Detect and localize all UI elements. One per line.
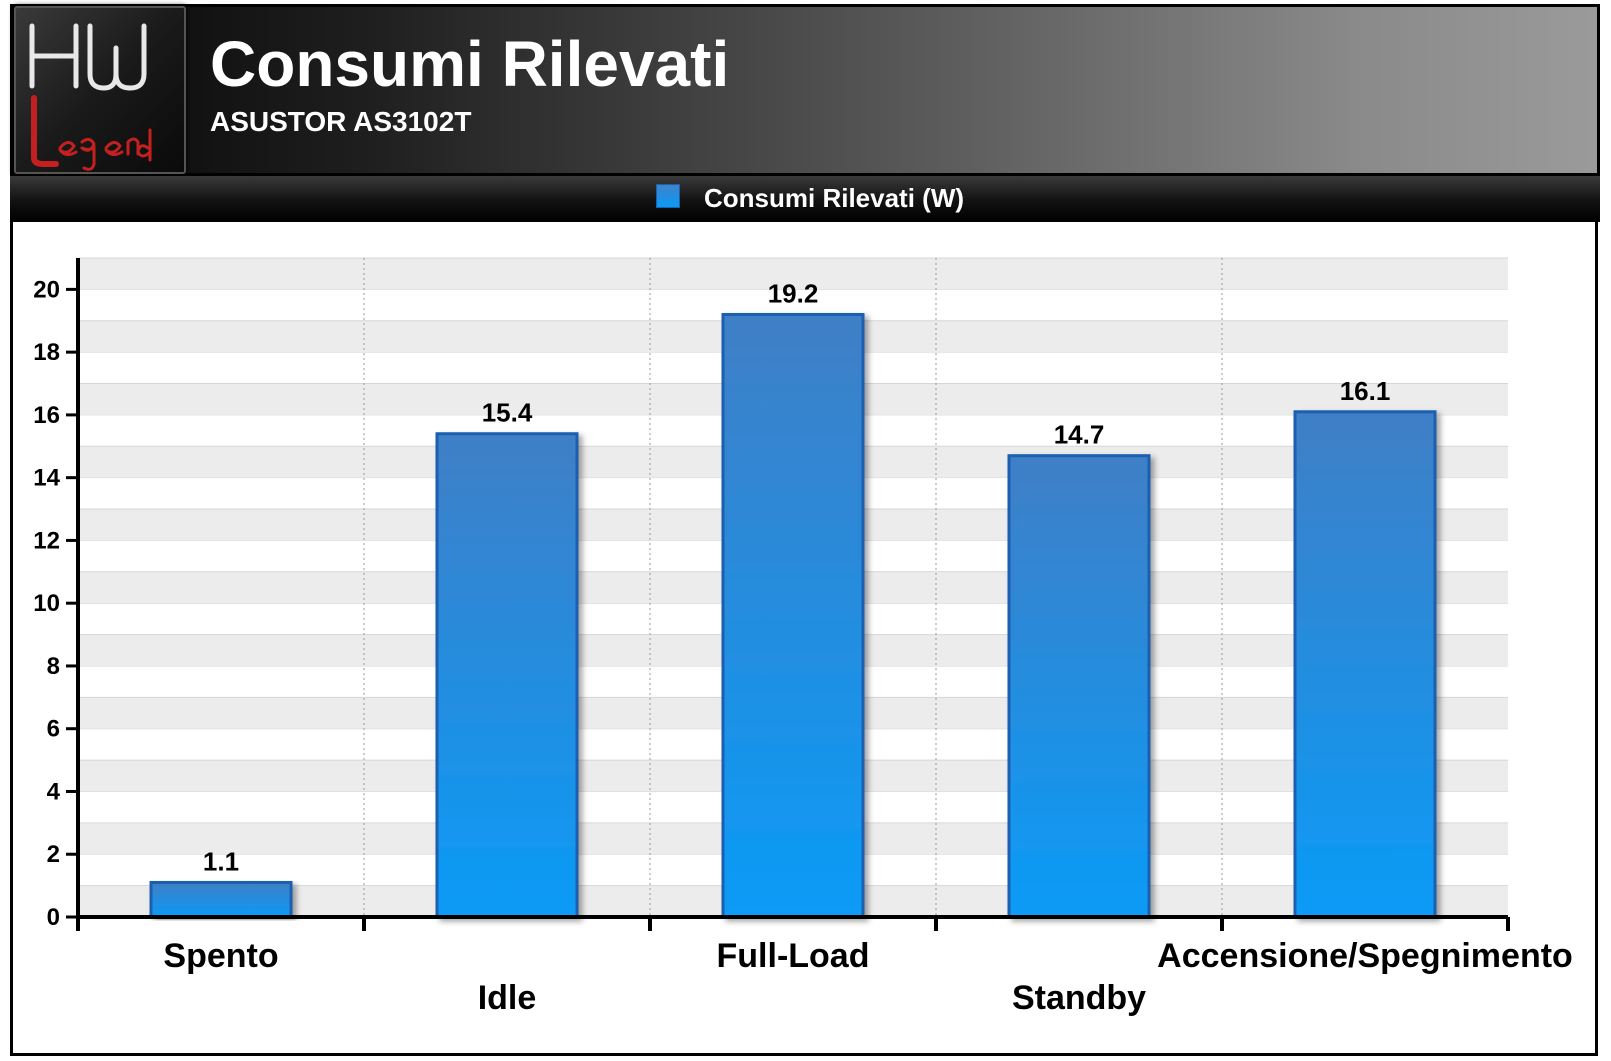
bars bbox=[149, 312, 1437, 919]
legend-swatch bbox=[656, 184, 680, 208]
y-tick-label: 16 bbox=[33, 402, 60, 429]
value-label: 1.1 bbox=[203, 846, 239, 876]
x-category-label: Accensione/Spegnimento bbox=[1157, 937, 1573, 975]
x-category-label: Standby bbox=[1012, 979, 1146, 1017]
chart-subtitle: ASUSTOR AS3102T bbox=[210, 106, 472, 137]
y-tick-label: 20 bbox=[33, 276, 60, 303]
legend-label: Consumi Rilevati (W) bbox=[704, 183, 965, 213]
hwlegend-logo bbox=[14, 6, 186, 174]
value-label: 19.2 bbox=[768, 278, 819, 308]
chart-header bbox=[10, 4, 1600, 176]
bar-spento bbox=[149, 880, 293, 919]
chart-title: Consumi Rilevati bbox=[210, 28, 730, 100]
y-tick-label: 0 bbox=[47, 904, 60, 931]
y-tick-label: 10 bbox=[33, 590, 60, 617]
bar-idle bbox=[435, 432, 579, 919]
bar-accensione-spegnimento bbox=[1293, 410, 1437, 919]
hwlegend-logo-icon bbox=[29, 23, 152, 171]
y-ticks: 0 2 4 6 8 10 12 14 16 18 20 bbox=[33, 276, 78, 931]
legend-bar bbox=[10, 176, 1600, 222]
y-tick-label: 8 bbox=[47, 653, 60, 680]
x-category-label: Spento bbox=[163, 937, 278, 975]
bar-full-load bbox=[721, 312, 865, 919]
grid-band bbox=[78, 258, 1508, 290]
axes bbox=[76, 258, 1510, 931]
x-category-label: Idle bbox=[478, 979, 537, 1017]
value-label: 16.1 bbox=[1340, 376, 1391, 406]
x-category-label: Full-Load bbox=[717, 937, 870, 975]
value-label: 14.7 bbox=[1054, 420, 1105, 450]
value-labels: 1.1 15.4 19.2 14.7 16.1 bbox=[203, 278, 1390, 876]
x-labels: Spento Idle Full-Load Standby Accensione/Spe… bbox=[163, 937, 1572, 1017]
y-tick-label: 4 bbox=[47, 778, 61, 805]
bar-standby bbox=[1007, 454, 1151, 919]
y-tick-label: 2 bbox=[47, 841, 60, 868]
y-tick-label: 12 bbox=[33, 527, 60, 554]
y-tick-label: 14 bbox=[33, 465, 60, 492]
y-tick-label: 6 bbox=[47, 716, 60, 743]
value-label: 15.4 bbox=[482, 398, 533, 428]
y-tick-label: 18 bbox=[33, 339, 60, 366]
